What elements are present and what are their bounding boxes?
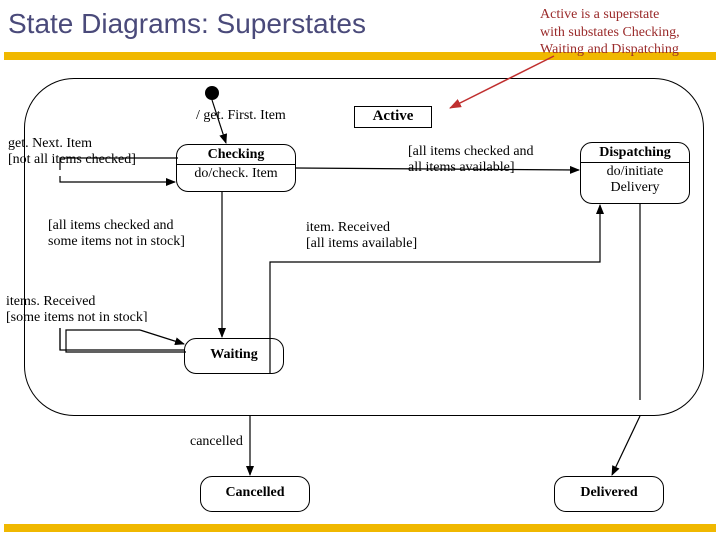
diagram-lines [0,0,720,540]
